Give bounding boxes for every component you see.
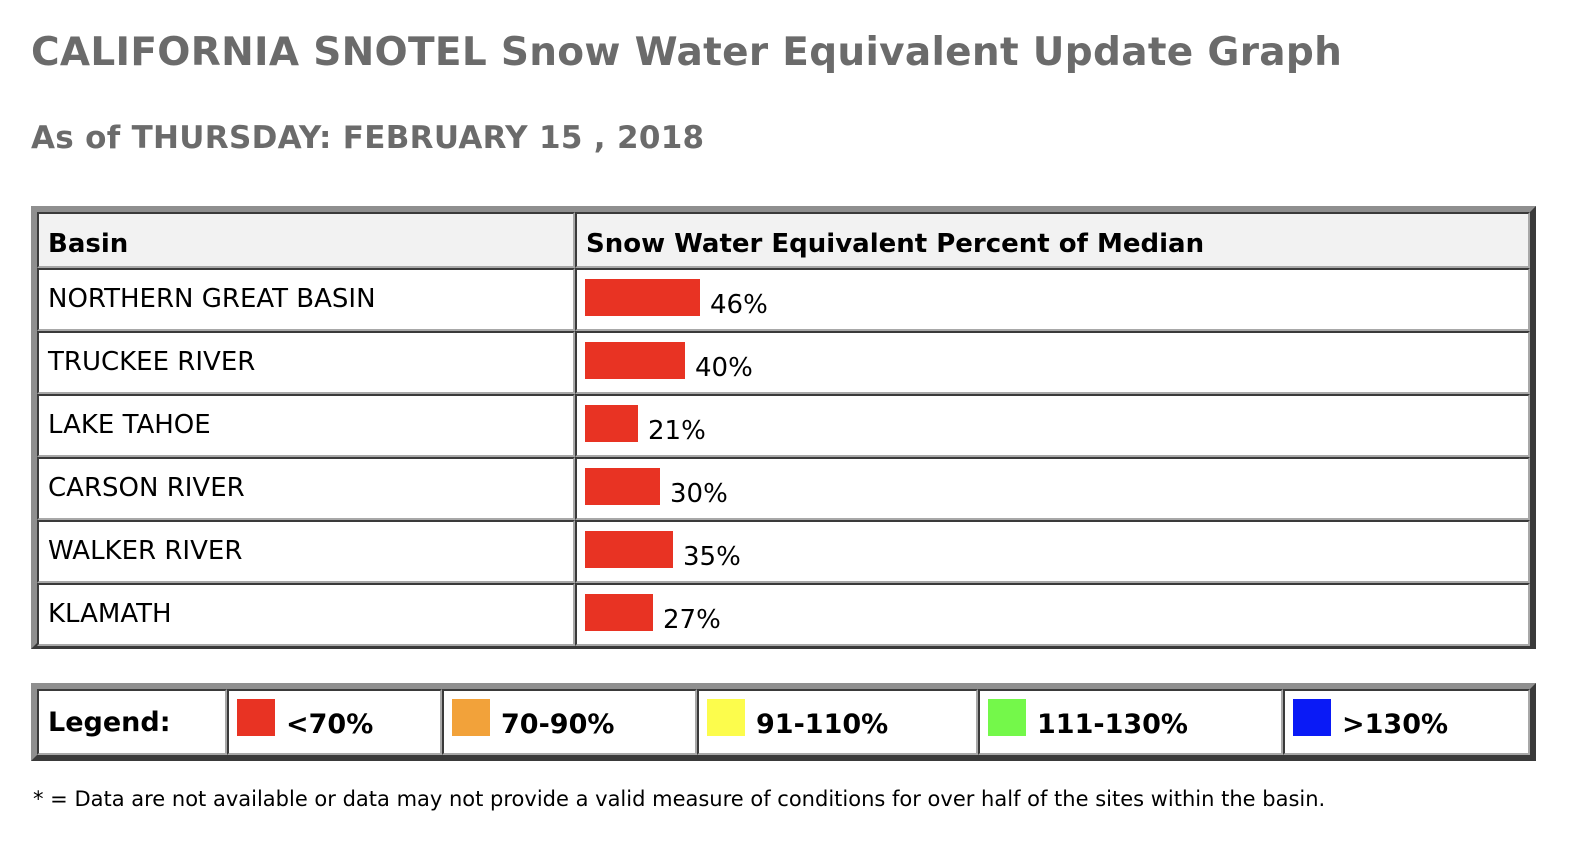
legend-item-label: >130% [1342,709,1449,740]
swe-bar-cell: 35% [575,520,1530,583]
basin-name: TRUCKEE RIVER [48,347,256,377]
basin-cell: WALKER RIVER [37,520,575,583]
header-swe: Snow Water Equivalent Percent of Median [586,229,1205,259]
basin-cell: LAKE TAHOE [37,394,575,457]
swe-value-label: 21% [648,416,706,446]
swe-table: Basin Snow Water Equivalent Percent of M… [31,206,1536,649]
legend-label-cell: Legend: [37,689,227,755]
legend-item: >130% [1283,689,1530,755]
basin-name: NORTHERN GREAT BASIN [48,284,376,314]
legend-item-label: 70-90% [501,709,615,740]
swe-value-label: 46% [710,290,768,320]
basin-cell: NORTHERN GREAT BASIN [37,268,575,331]
basin-name: LAKE TAHOE [48,410,211,440]
legend-label: Legend: [48,707,171,738]
swe-value-label: 35% [683,542,741,572]
swe-bar [585,279,700,316]
swe-bar-cell: 46% [575,268,1530,331]
legend-item-label: <70% [286,709,374,740]
swe-bar-cell: 21% [575,394,1530,457]
header-swe-cell: Snow Water Equivalent Percent of Median [575,212,1530,268]
legend-swatch [707,699,745,736]
legend-swatch [237,699,275,736]
swe-value-label: 40% [695,353,753,383]
swe-bar [585,342,685,379]
header-basin: Basin [48,229,129,259]
legend-item-label: 111-130% [1037,709,1188,740]
footnote: * = Data are not available or data may n… [33,787,1326,811]
swe-bar [585,531,673,568]
swe-bar [585,405,638,442]
legend-item-label: 91-110% [756,709,889,740]
basin-cell: TRUCKEE RIVER [37,331,575,394]
basin-name: WALKER RIVER [48,536,243,566]
page-title: CALIFORNIA SNOTEL Snow Water Equivalent … [31,30,1343,75]
swe-value-label: 30% [670,479,728,509]
swe-bar [585,594,653,631]
legend-table: Legend: <70% 70-90% 91-110% 111-130% >130% [31,683,1536,761]
swe-bar-cell: 30% [575,457,1530,520]
header-basin-cell: Basin [37,212,575,268]
swe-bar-cell: 27% [575,583,1530,646]
swe-bar [585,468,660,505]
basin-name: KLAMATH [48,599,172,629]
legend-swatch [988,699,1026,736]
legend-item: 70-90% [442,689,697,755]
legend-swatch [1293,699,1331,736]
legend-item: 91-110% [697,689,978,755]
swe-bar-cell: 40% [575,331,1530,394]
basin-cell: CARSON RIVER [37,457,575,520]
basin-name: CARSON RIVER [48,473,245,503]
legend-swatch [452,699,490,736]
swe-value-label: 27% [663,605,721,635]
page-subtitle: As of THURSDAY: FEBRUARY 15 , 2018 [31,120,705,156]
legend-item: <70% [227,689,442,755]
legend-item: 111-130% [978,689,1283,755]
basin-cell: KLAMATH [37,583,575,646]
